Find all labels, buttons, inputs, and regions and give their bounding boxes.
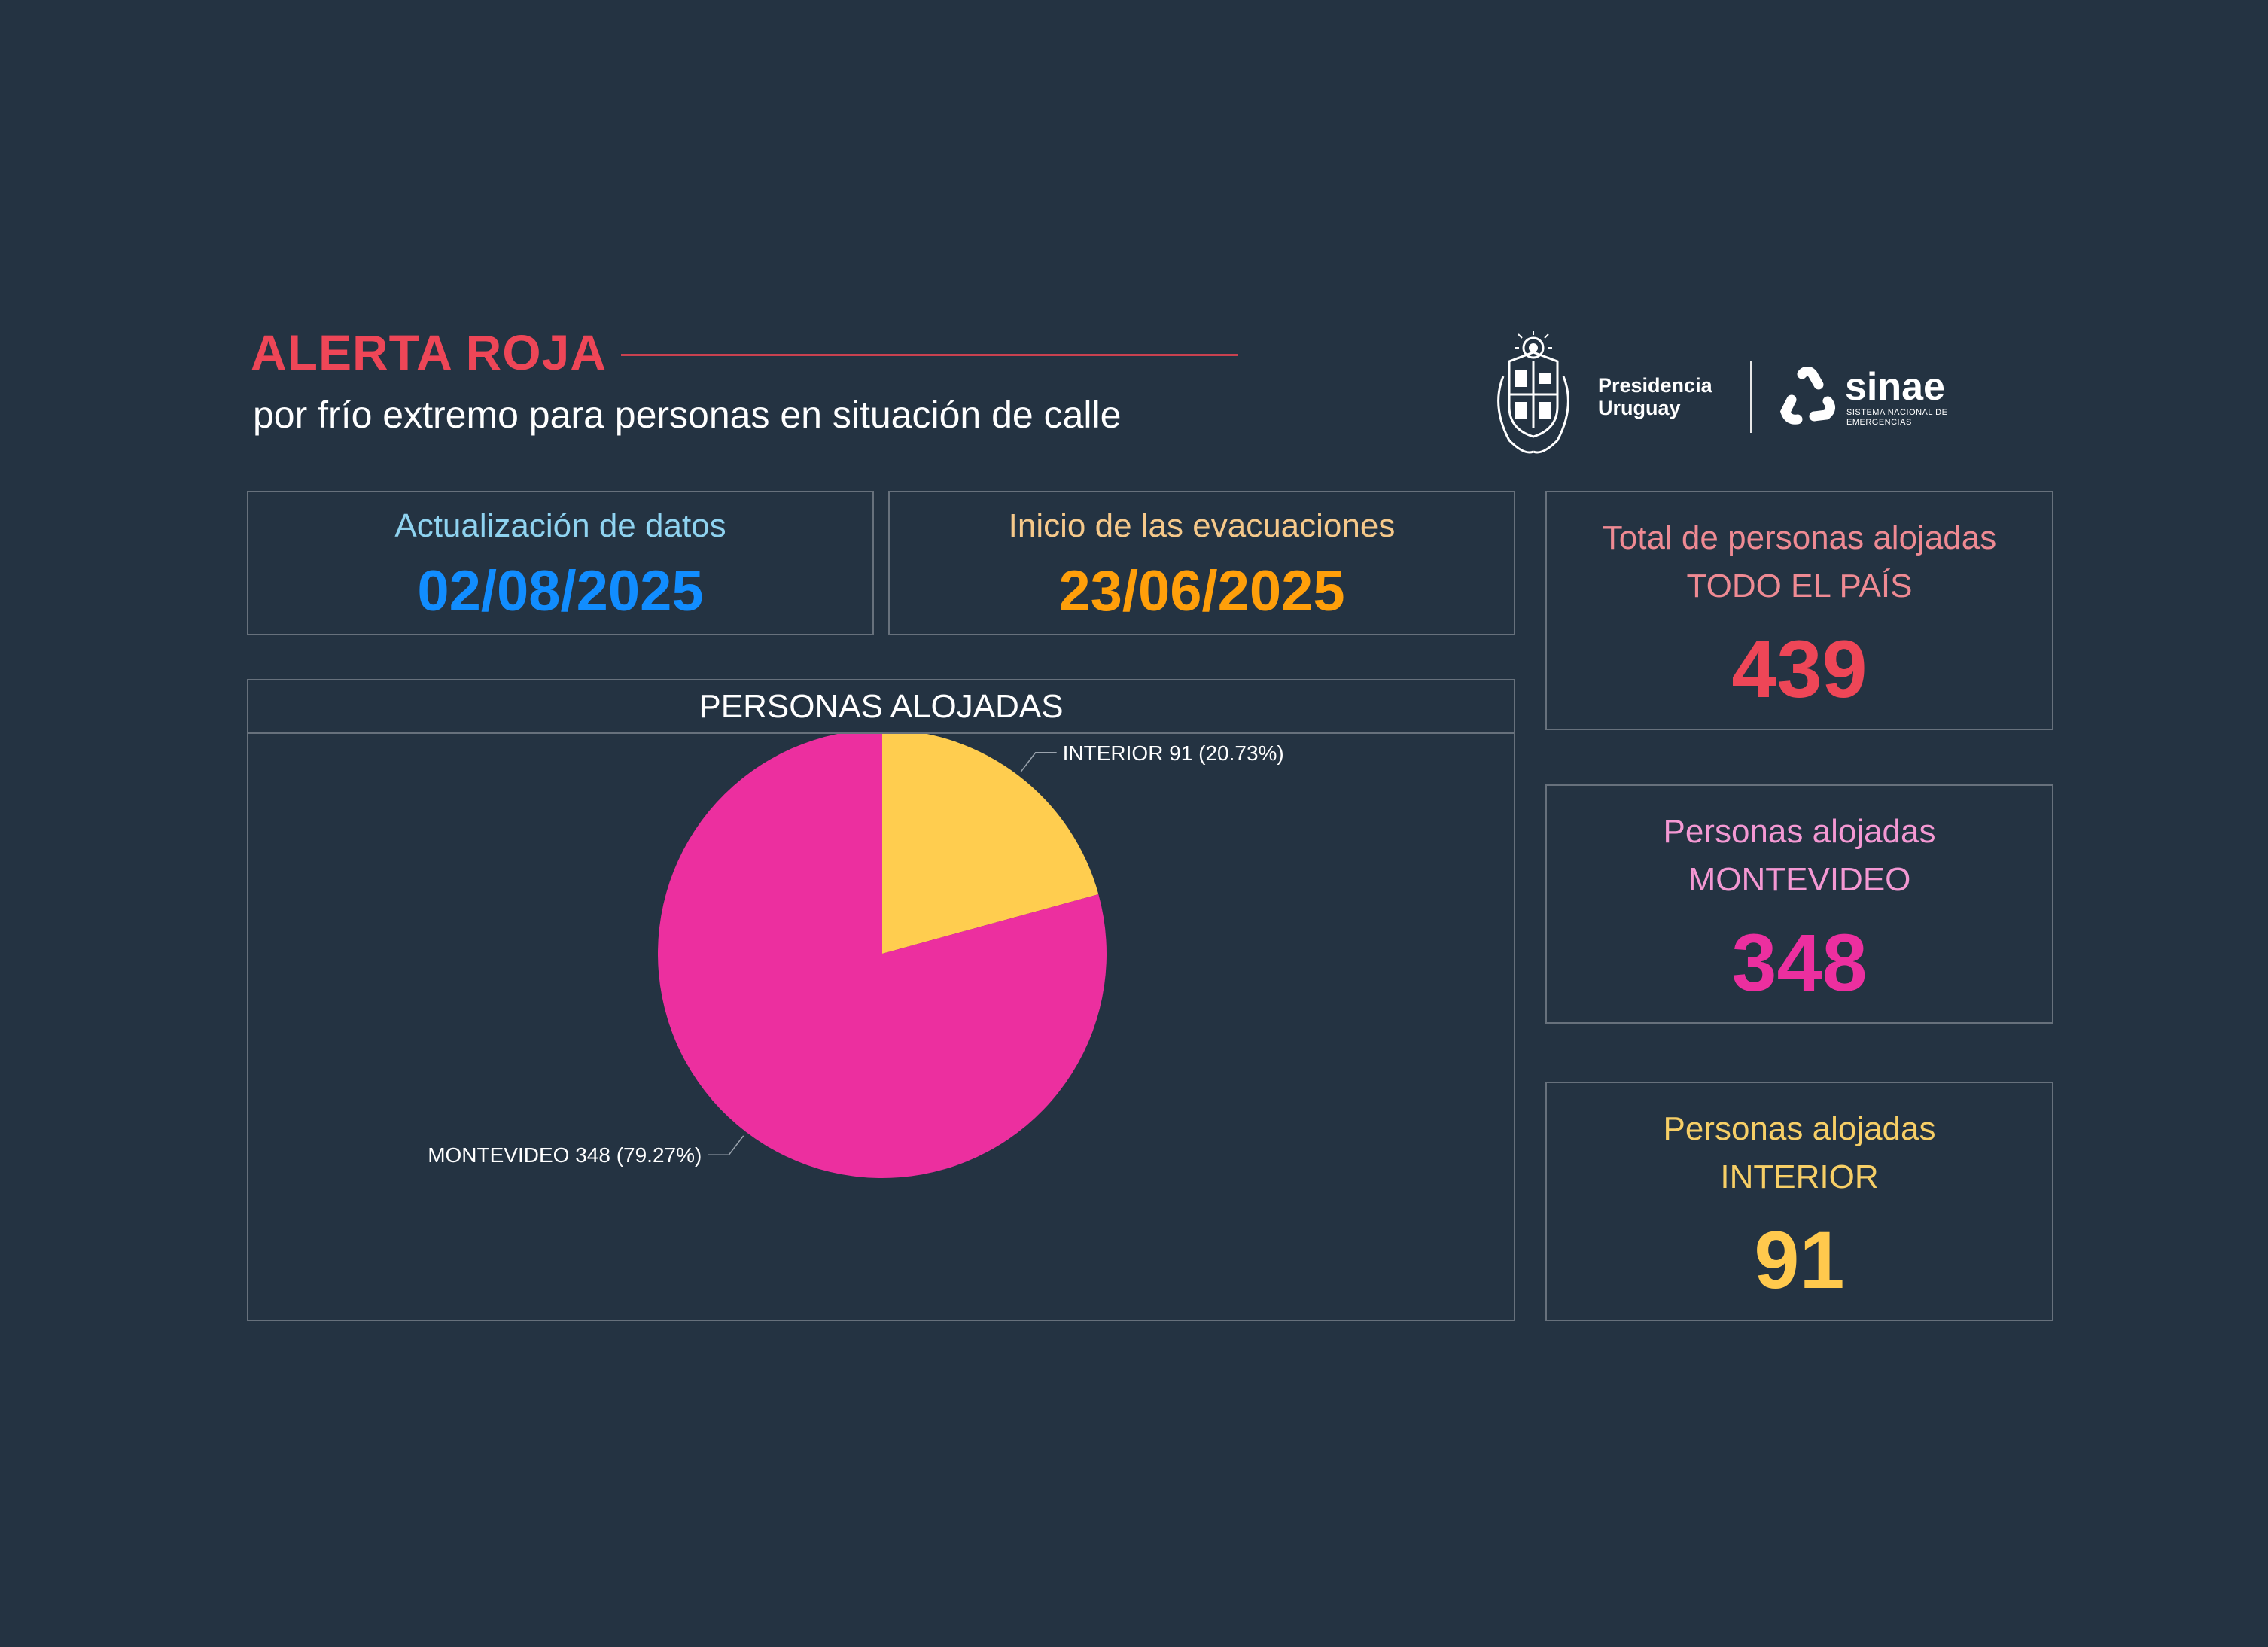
- kpi-total-value: 439: [1731, 623, 1868, 714]
- update-date-card: Actualización de datos 02/08/2025: [247, 491, 874, 635]
- pie-label-interior: INTERIOR 91 (20.73%): [1063, 741, 1284, 765]
- pie-chart-panel: PERSONAS ALOJADAS INTERIOR 91 (20.73%) MO…: [247, 679, 1515, 1321]
- kpi-interior-label: Personas alojadas: [1663, 1110, 1936, 1147]
- chart-title: PERSONAS ALOJADAS: [699, 688, 1064, 725]
- kpi-total-label: Total de personas alojadas: [1602, 519, 1997, 556]
- pie-slice-montevideo[interactable]: [658, 734, 1107, 1178]
- sinae-wordmark: sinae: [1845, 365, 1945, 409]
- kpi-interior-value: 91: [1754, 1214, 1845, 1305]
- kpi-interior-card: Personas alojadas INTERIOR 91: [1545, 1082, 2053, 1321]
- update-date-label: Actualización de datos: [394, 507, 726, 544]
- uruguay-coat-of-arms-icon: [1497, 331, 1569, 454]
- kpi-montevideo-label: Personas alojadas: [1663, 813, 1936, 850]
- sinae-logo-icon: [1779, 367, 1835, 425]
- kpi-montevideo-value: 348: [1731, 917, 1868, 1008]
- pie-slice-interior[interactable]: [882, 734, 1099, 954]
- kpi-montevideo-sublabel: MONTEVIDEO: [1688, 861, 1911, 898]
- title-divider: [621, 354, 1238, 356]
- pie-leader-line-interior: [1020, 752, 1057, 772]
- pie-chart: INTERIOR 91 (20.73%) MONTEVIDEO 348 (79.2…: [428, 734, 1284, 1178]
- logos: Presidencia Uruguay sinae SISTEMA NACION…: [1487, 331, 1953, 459]
- update-date-value: 02/08/2025: [417, 559, 704, 623]
- presidencia-label: Presidencia Uruguay: [1598, 374, 1712, 419]
- sinae-subtitle: SISTEMA NACIONAL DE EMERGENCIAS: [1846, 408, 1948, 427]
- page-subtitle: por frío extremo para personas en situac…: [253, 394, 1122, 436]
- kpi-total-sublabel: TODO EL PAÍS: [1686, 568, 1913, 604]
- logo-separator: [1750, 361, 1752, 433]
- chart-header-divider: [248, 732, 1514, 734]
- pie-label-montevideo: MONTEVIDEO 348 (79.27%): [428, 1143, 702, 1167]
- page-title: ALERTA ROJA: [251, 324, 607, 380]
- pie-leader-line-montevideo: [708, 1135, 744, 1155]
- evacuation-start-card: Inicio de las evacuaciones 23/06/2025: [888, 491, 1515, 635]
- evacuation-start-label: Inicio de las evacuaciones: [1008, 507, 1396, 544]
- kpi-total-card: Total de personas alojadas TODO EL PAÍS …: [1545, 491, 2053, 730]
- evacuation-start-value: 23/06/2025: [1058, 559, 1345, 623]
- kpi-montevideo-card: Personas alojadas MONTEVIDEO 348: [1545, 784, 2053, 1024]
- kpi-interior-sublabel: INTERIOR: [1720, 1158, 1879, 1195]
